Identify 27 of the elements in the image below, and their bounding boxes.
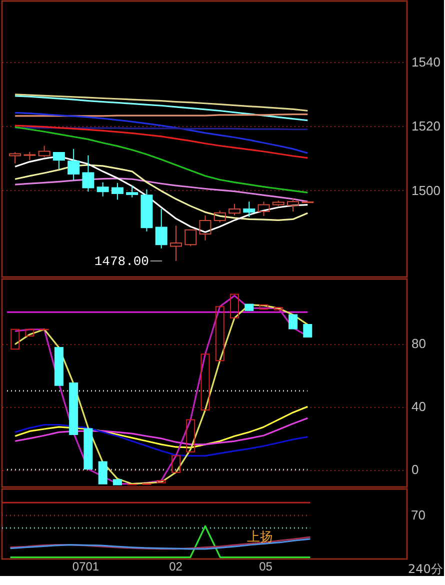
y-tick-label: 1520: [412, 118, 440, 134]
x-tick-label: 02: [169, 560, 183, 574]
line-series: [14, 95, 308, 122]
y-tick-label: 1500: [412, 182, 440, 198]
candlestick: [243, 201, 256, 218]
candlestick: [155, 208, 168, 249]
line-series: [14, 124, 308, 159]
line-series: [14, 424, 308, 457]
y-tick-label: 40: [412, 399, 426, 414]
candlestick: [111, 182, 124, 200]
line-series: [14, 406, 308, 448]
candlestick: [9, 152, 22, 164]
y-tick-label: 1540: [412, 54, 440, 70]
text: 240分: [408, 562, 443, 576]
line-series: [14, 417, 308, 446]
text: 70: [411, 507, 426, 522]
x-tick-label: 05: [259, 560, 273, 574]
annotation: 1478.00: [94, 254, 149, 269]
line-series: [14, 94, 308, 112]
y-tick-label: 0: [412, 462, 419, 478]
annotation: 上扬: [247, 530, 273, 545]
x-tick-label: 0701: [72, 560, 100, 574]
y-tick-label: 80: [412, 336, 426, 352]
line-series: [14, 112, 308, 154]
candlestick: [170, 225, 182, 262]
candlestick: [68, 148, 80, 181]
line-series: [14, 126, 308, 194]
